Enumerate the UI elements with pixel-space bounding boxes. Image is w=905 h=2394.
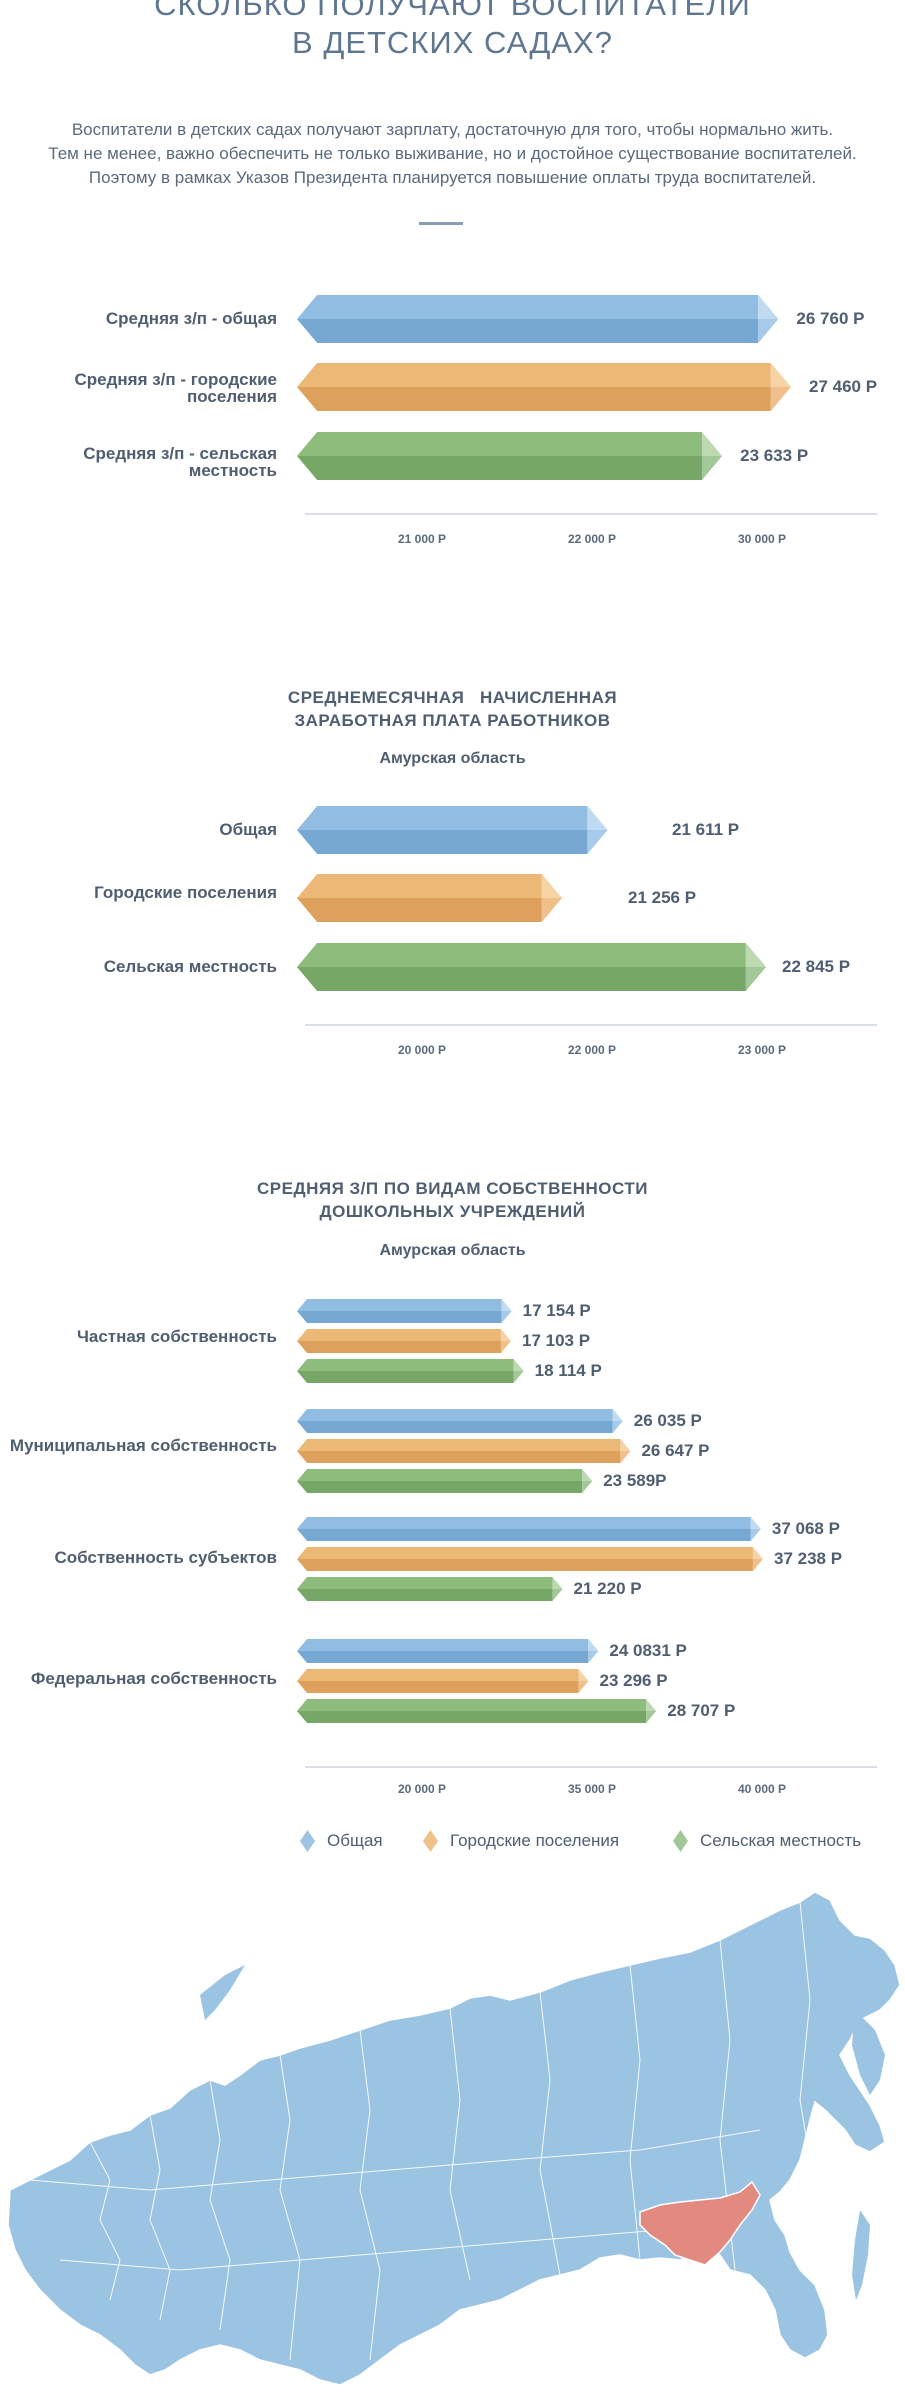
bar <box>297 1669 589 1693</box>
bar-value-label: 23 296 Р <box>599 1671 668 1690</box>
bar <box>297 1699 657 1723</box>
intro-line-2: Тем не менее, важно обеспечить не только… <box>48 144 857 163</box>
category-label: Средняя з/п - городские поселения <box>74 370 277 406</box>
bar-value-label: 18 114 Р <box>534 1361 602 1380</box>
legend-swatch-orange <box>423 1830 438 1852</box>
bar <box>297 1517 761 1541</box>
sakhalin-island <box>852 2210 870 2300</box>
chart-title: СРЕДНЯЯ З/П ПО ВИДАМ СОБСТВЕННОСТИ ДОШКО… <box>0 1177 905 1223</box>
bar <box>297 1439 631 1463</box>
tick-label: 30 000 Р <box>737 532 787 546</box>
page-title: СКОЛЬКО ПОЛУЧАЮТ ВОСПИТАТЕЛИ В ДЕТСКИХ С… <box>0 0 905 62</box>
bar <box>297 943 766 991</box>
legend-label: Сельская местность <box>700 1831 862 1850</box>
category-label: Собственность субъектов <box>54 1548 277 1567</box>
intro-text: Воспитатели в детских садах получают зар… <box>0 118 905 190</box>
kamchatka-peninsula <box>852 2010 885 2095</box>
bar-value-label: 26 760 Р <box>796 309 865 328</box>
novaya-zemlya-island <box>200 1965 245 2020</box>
bar-value-label: 37 238 Р <box>774 1549 843 1568</box>
bar-value-label: 17 103 Р <box>522 1331 591 1350</box>
x-axis <box>305 513 877 515</box>
x-axis <box>305 1766 877 1768</box>
bar-value-label: 23 633 Р <box>740 446 809 465</box>
x-axis <box>305 1024 877 1026</box>
legend-label: Городские поселения <box>450 1831 620 1850</box>
category-label: Федеральная собственность <box>30 1669 277 1688</box>
chart-title: СРЕДНЕМЕСЯЧНАЯ НАЧИСЛЕННАЯ ЗАРАБОТНАЯ ПЛ… <box>0 686 905 732</box>
category-label: Городские поселения <box>94 883 277 902</box>
region-borders <box>29 1901 811 2361</box>
bar <box>297 1299 512 1323</box>
title-divider <box>419 222 463 225</box>
russia-land <box>7 1891 901 2386</box>
category-label: Муниципальная собственность <box>9 1436 277 1455</box>
bar <box>297 1469 593 1493</box>
bar-value-label: 26 647 Р <box>641 1441 710 1460</box>
bar <box>297 1639 599 1663</box>
category-label: Общая <box>219 820 277 839</box>
bar-value-label: 37 068 Р <box>771 1519 840 1538</box>
category-label: Средняя з/п - общая <box>105 309 277 328</box>
bar <box>297 1329 512 1353</box>
tick-label: 22 000 Р <box>567 1043 617 1057</box>
tick-label: 20 000 Р <box>397 1043 447 1057</box>
bar-value-label: 21 611 Р <box>672 820 740 839</box>
tick-label: 22 000 Р <box>567 532 617 546</box>
chart-title-line-1: СРЕДНЕМЕСЯЧНАЯ НАЧИСЛЕННАЯ <box>287 688 618 707</box>
bar <box>297 1547 763 1571</box>
bar <box>297 295 779 343</box>
chart-subtitle: Амурская область <box>379 1242 526 1259</box>
bar <box>297 1409 623 1433</box>
legend-swatch-green <box>673 1830 688 1852</box>
amur-oblast-highlight <box>639 2180 761 2266</box>
bar-value-label: 23 589Р <box>603 1471 667 1490</box>
bar <box>297 432 723 480</box>
tick-label: 20 000 Р <box>397 1782 447 1796</box>
bar <box>297 363 791 411</box>
legend-item-urban: Городские поселения <box>423 1830 619 1852</box>
category-label: Частная собственность <box>76 1327 277 1346</box>
legend-item-general: Общая <box>300 1830 383 1852</box>
bar-value-label: 22 845 Р <box>782 957 851 976</box>
chart-title-line-2: ДОШКОЛЬНЫХ УЧРЕЖДЕНИЙ <box>319 1202 586 1221</box>
tick-label: 40 000 Р <box>737 1782 787 1796</box>
tick-label: 35 000 Р <box>567 1782 617 1796</box>
legend-label: Общая <box>327 1831 383 1850</box>
bar-value-label: 21 220 Р <box>573 1579 642 1598</box>
chart-subtitle: Амурская область <box>379 750 526 767</box>
bar <box>297 1359 524 1383</box>
bar-value-label: 28 707 Р <box>667 1701 736 1720</box>
bar-value-label: 27 460 Р <box>809 377 878 396</box>
chart-title-line-1: СРЕДНЯЯ З/П ПО ВИДАМ СОБСТВЕННОСТИ <box>257 1179 648 1198</box>
legend-swatch-blue <box>300 1830 315 1852</box>
bar <box>297 874 562 922</box>
page-title-line-2: В ДЕТСКИХ САДАХ? <box>292 25 613 60</box>
bar <box>297 806 608 854</box>
bar <box>297 1577 563 1601</box>
tick-label: 23 000 Р <box>737 1043 787 1057</box>
chart-title-line-2: ЗАРАБОТНАЯ ПЛАТА РАБОТНИКОВ <box>294 711 611 730</box>
intro-line-3: Поэтому в рамках Указов Президента плани… <box>88 168 817 187</box>
category-label: Сельская местность <box>103 957 277 976</box>
bar-value-label: 24 0831 Р <box>609 1641 687 1660</box>
intro-line-1: Воспитатели в детских садах получают зар… <box>71 120 834 139</box>
page-title-line-1: СКОЛЬКО ПОЛУЧАЮТ ВОСПИТАТЕЛИ <box>154 0 751 22</box>
legend-item-rural: Сельская местность <box>673 1830 861 1852</box>
russia-map <box>7 1891 901 2386</box>
tick-label: 21 000 Р <box>397 532 447 546</box>
bar-value-label: 21 256 Р <box>628 888 697 907</box>
category-label: Средняя з/п - сельская местность <box>83 444 277 480</box>
bar-value-label: 26 035 Р <box>633 1411 702 1430</box>
bar-value-label: 17 154 Р <box>522 1301 591 1320</box>
